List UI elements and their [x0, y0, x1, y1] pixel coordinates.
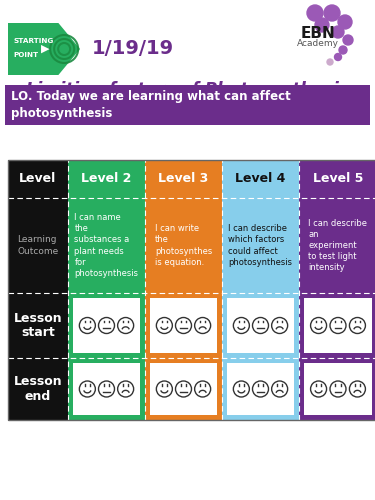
Circle shape [343, 35, 353, 45]
Bar [227, 298, 294, 353]
Circle shape [80, 381, 95, 397]
Text: I can write
the
photosynthes
is equation.: I can write the photosynthes is equation… [155, 224, 212, 266]
Bar [145, 198, 222, 293]
Text: I can name
the
substances a
plant needs
for
photosynthesis: I can name the substances a plant needs … [75, 213, 138, 278]
Bar [68, 358, 145, 420]
Text: Learning
Outcome: Learning Outcome [17, 236, 58, 256]
Text: Level 3: Level 3 [158, 172, 209, 186]
Circle shape [99, 318, 114, 334]
Text: EBN: EBN [301, 26, 335, 40]
Circle shape [338, 15, 352, 29]
Circle shape [118, 318, 134, 334]
Circle shape [350, 381, 365, 397]
Bar [73, 363, 140, 415]
Circle shape [272, 318, 288, 334]
Bar [150, 363, 217, 415]
Text: I can describe
an
experiment
to test light
intensity: I can describe an experiment to test lig… [309, 219, 368, 272]
Bar [222, 293, 299, 358]
Circle shape [307, 5, 323, 21]
Circle shape [272, 381, 288, 397]
Bar [304, 363, 372, 415]
Bar [299, 358, 375, 420]
Bar [68, 293, 145, 358]
Text: I can describe
which factors
could affect
photosynthesis: I can describe which factors could affec… [228, 224, 292, 266]
Bar [68, 160, 145, 198]
Bar [299, 160, 375, 198]
Bar [73, 298, 140, 353]
Bar [299, 293, 375, 358]
Text: Lesson
end: Lesson end [13, 375, 62, 403]
Text: Level: Level [20, 172, 57, 186]
Text: STARTING: STARTING [13, 38, 53, 44]
Polygon shape [8, 23, 80, 75]
Bar [5, 85, 370, 125]
Bar [145, 160, 222, 198]
Text: LO. Today we are learning what can affect
photosynthesis: LO. Today we are learning what can affec… [11, 90, 291, 120]
Text: Level 5: Level 5 [313, 172, 363, 186]
Circle shape [195, 318, 211, 334]
Circle shape [324, 5, 340, 21]
Bar [8, 358, 68, 420]
Circle shape [315, 18, 329, 32]
Circle shape [118, 381, 134, 397]
Bar [8, 160, 375, 420]
Text: Level 4: Level 4 [236, 172, 286, 186]
Circle shape [332, 26, 344, 38]
Bar [222, 160, 299, 198]
Bar [227, 363, 294, 415]
Bar [145, 293, 222, 358]
Circle shape [80, 318, 95, 334]
Circle shape [339, 46, 347, 54]
Circle shape [350, 318, 365, 334]
Circle shape [233, 381, 249, 397]
Circle shape [327, 59, 333, 65]
Bar [8, 293, 68, 358]
Text: Level 2: Level 2 [81, 172, 132, 186]
Circle shape [334, 54, 342, 60]
Text: POINT: POINT [13, 52, 38, 58]
Circle shape [176, 318, 192, 334]
Circle shape [99, 381, 114, 397]
Bar [299, 198, 375, 293]
Bar [222, 198, 299, 293]
Text: 1/19/19: 1/19/19 [92, 40, 174, 58]
Circle shape [310, 318, 327, 334]
Circle shape [233, 318, 249, 334]
Text: ▶: ▶ [41, 44, 50, 54]
Circle shape [330, 381, 346, 397]
Circle shape [310, 381, 327, 397]
Text: Academy: Academy [297, 38, 339, 48]
Circle shape [156, 318, 172, 334]
Bar [222, 358, 299, 420]
Circle shape [252, 318, 268, 334]
Circle shape [156, 381, 172, 397]
Circle shape [195, 381, 211, 397]
Bar [304, 298, 372, 353]
Bar [8, 160, 68, 198]
Text: Lesson
start: Lesson start [13, 312, 62, 340]
Bar [68, 198, 145, 293]
Circle shape [176, 381, 192, 397]
Bar [145, 358, 222, 420]
Bar [150, 298, 217, 353]
Bar [8, 198, 68, 293]
Text: Limiting factors of Photosynthesis: Limiting factors of Photosynthesis [26, 81, 348, 99]
Circle shape [252, 381, 268, 397]
Circle shape [330, 318, 346, 334]
